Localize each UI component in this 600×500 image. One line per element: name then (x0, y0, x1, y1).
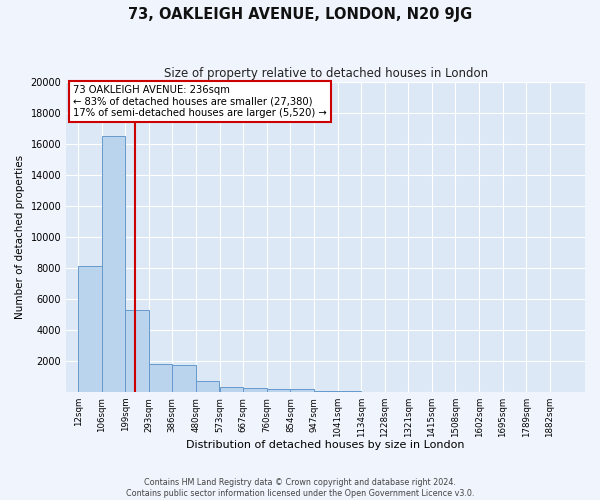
Bar (172, 365, 196, 392)
Text: 73 OAKLEIGH AVENUE: 236sqm
← 83% of detached houses are smaller (27,380)
17% of : 73 OAKLEIGH AVENUE: 236sqm ← 83% of deta… (73, 85, 327, 118)
X-axis label: Distribution of detached houses by size in London: Distribution of detached houses by size … (187, 440, 465, 450)
Text: 73, OAKLEIGH AVENUE, LONDON, N20 9JG: 73, OAKLEIGH AVENUE, LONDON, N20 9JG (128, 8, 472, 22)
Bar (290, 389, 314, 392)
Bar (267, 389, 290, 392)
Bar (78, 266, 101, 392)
Y-axis label: Number of detached properties: Number of detached properties (15, 155, 25, 319)
Bar (243, 388, 266, 392)
Bar (220, 386, 243, 392)
Bar (149, 364, 172, 392)
Bar (196, 382, 220, 392)
Bar (125, 310, 149, 392)
Text: Contains HM Land Registry data © Crown copyright and database right 2024.
Contai: Contains HM Land Registry data © Crown c… (126, 478, 474, 498)
Title: Size of property relative to detached houses in London: Size of property relative to detached ho… (164, 68, 488, 80)
Bar (102, 136, 125, 392)
Bar (314, 390, 338, 392)
